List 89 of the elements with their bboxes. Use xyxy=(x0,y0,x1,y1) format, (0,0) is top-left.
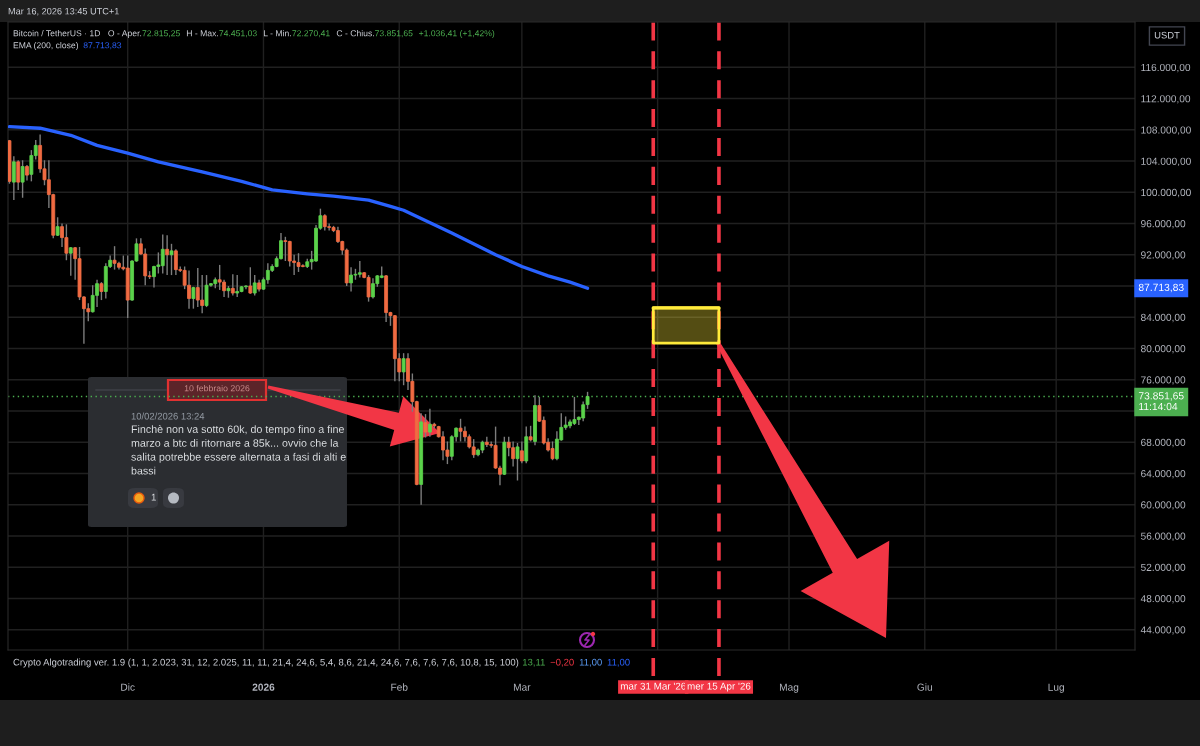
x-tick-label: Lug xyxy=(1048,683,1064,693)
text: 11,00 xyxy=(579,658,602,667)
y-tick-label: 48.000,00 xyxy=(1140,595,1186,604)
y-tick-label: 112.000,00 xyxy=(1141,95,1191,104)
y-axis-title: USDT xyxy=(1154,31,1180,39)
x-tick-label: Dic xyxy=(121,683,135,691)
y-tick-label: 80.000,00 xyxy=(1141,345,1186,354)
annotation: 87.713,83 xyxy=(83,42,122,50)
candlestick xyxy=(357,260,362,279)
candlestick xyxy=(511,440,516,468)
y-tick-label: 116.000,00 xyxy=(1141,63,1191,73)
candlestick xyxy=(112,245,117,271)
y-tick-label: 108.000,00 xyxy=(1141,126,1191,135)
annotation: L - Min. xyxy=(263,29,291,37)
candlestick xyxy=(572,396,577,426)
candlestick xyxy=(11,155,16,201)
annotation: EMA (200, close) xyxy=(13,41,79,51)
candlestick xyxy=(173,248,178,276)
annotation: 73.851,65 xyxy=(375,30,413,38)
candlestick xyxy=(20,159,25,199)
y-tick-label: 64.000,00 xyxy=(1141,470,1186,479)
candlestick xyxy=(550,440,555,461)
annotation: 72.270,41 xyxy=(292,30,330,38)
x-tick-label: Giu xyxy=(917,683,932,691)
annotation: H - Max. xyxy=(186,30,218,37)
candlestick xyxy=(165,234,170,276)
candlestick xyxy=(283,236,288,262)
candlestick xyxy=(471,438,476,459)
candlestick xyxy=(519,440,524,465)
candlestick xyxy=(95,279,99,308)
candlestick xyxy=(296,252,301,273)
text: Crypto Algotrading ver. 1.9 (1, 1, 2.023, 31, 12, 2.025, 11, 11, 21,4, 24,6, 5,4, 8,6, 21,4, 24,6, 7,6, 7,6, 7,6, 10,8, 15, 100) xyxy=(13,658,519,668)
candlestick xyxy=(401,352,406,386)
candlestick xyxy=(248,266,253,295)
candlestick xyxy=(366,274,371,303)
y-tick-label: 76.000,00 xyxy=(1141,376,1186,385)
annotation: 10 febbraio 2026 xyxy=(184,384,250,392)
y-tick-label: 68.000,00 xyxy=(1141,438,1186,448)
y-tick-label: 52.000,00 xyxy=(1140,563,1186,573)
candlestick xyxy=(169,243,174,276)
x-tick-label: Feb xyxy=(391,683,408,691)
text: −0,20 xyxy=(550,658,574,667)
annotation: Finchè non va sotto 60k, do tempo fino a fine marzo a btc di ritornare a 85k... ovvio che la salita potrebbe essere alternata a fasi di alti e bassi xyxy=(131,425,346,475)
candlestick xyxy=(90,284,95,314)
text: 13,11 xyxy=(522,658,545,667)
y-tick-label: 92.000,00 xyxy=(1141,251,1186,260)
annotation: 1 xyxy=(151,493,156,501)
candlestick xyxy=(581,400,586,422)
text: 87.713,83 xyxy=(1138,283,1184,293)
text: Bitcoin / TetherUS · 1D xyxy=(13,29,101,37)
y-tick-label: 104.000,00 xyxy=(1141,157,1191,167)
ref-line-label: mer 15 Apr '26 xyxy=(687,682,751,692)
candlestick xyxy=(235,274,240,298)
candlestick xyxy=(187,269,191,310)
candlestick xyxy=(484,436,489,448)
annotation: +1.036,41 (+1,42%) xyxy=(419,29,495,39)
y-tick-label: 60.000,00 xyxy=(1141,501,1186,510)
candlestick xyxy=(252,274,257,297)
candlestick xyxy=(64,223,69,261)
ref-line-label: 73.851,65 11:14:04 xyxy=(1138,392,1184,411)
x-tick-label: 2026 xyxy=(252,683,275,691)
candlestick xyxy=(16,159,21,191)
y-tick-label: 84.000,00 xyxy=(1141,313,1186,323)
y-tick-label: 56.000,00 xyxy=(1140,532,1186,541)
candlestick xyxy=(458,418,463,443)
candlestick xyxy=(515,442,520,482)
candlestick xyxy=(29,149,34,183)
candlestick xyxy=(230,273,235,297)
annotation: O - Aper. xyxy=(108,30,142,39)
candlestick xyxy=(427,407,432,438)
text: 11,00 xyxy=(607,658,630,667)
x-tick-label: Mag xyxy=(779,683,799,693)
annotation: 72.815,25 xyxy=(142,30,180,38)
candlestick xyxy=(371,277,375,300)
x-tick-label: Mar xyxy=(513,683,531,691)
candlestick xyxy=(68,246,73,277)
y-tick-label: 100.000,00 xyxy=(1141,188,1191,198)
candlestick xyxy=(160,233,165,275)
chart-title: Mar 16, 2026 13:45 UTC+1 xyxy=(8,7,119,16)
annotation: 74.451,03 xyxy=(219,30,257,38)
annotation: 10/02/2026 13:24 xyxy=(131,412,205,420)
candlestick xyxy=(423,413,428,439)
candlestick xyxy=(554,430,559,461)
candlestick xyxy=(200,274,205,315)
y-tick-label: 44.000,00 xyxy=(1140,626,1186,635)
annotation: C - Chius. xyxy=(336,29,374,37)
y-tick-label: 96.000,00 xyxy=(1141,220,1186,229)
candlestick xyxy=(143,247,148,286)
line-series xyxy=(8,125,590,290)
